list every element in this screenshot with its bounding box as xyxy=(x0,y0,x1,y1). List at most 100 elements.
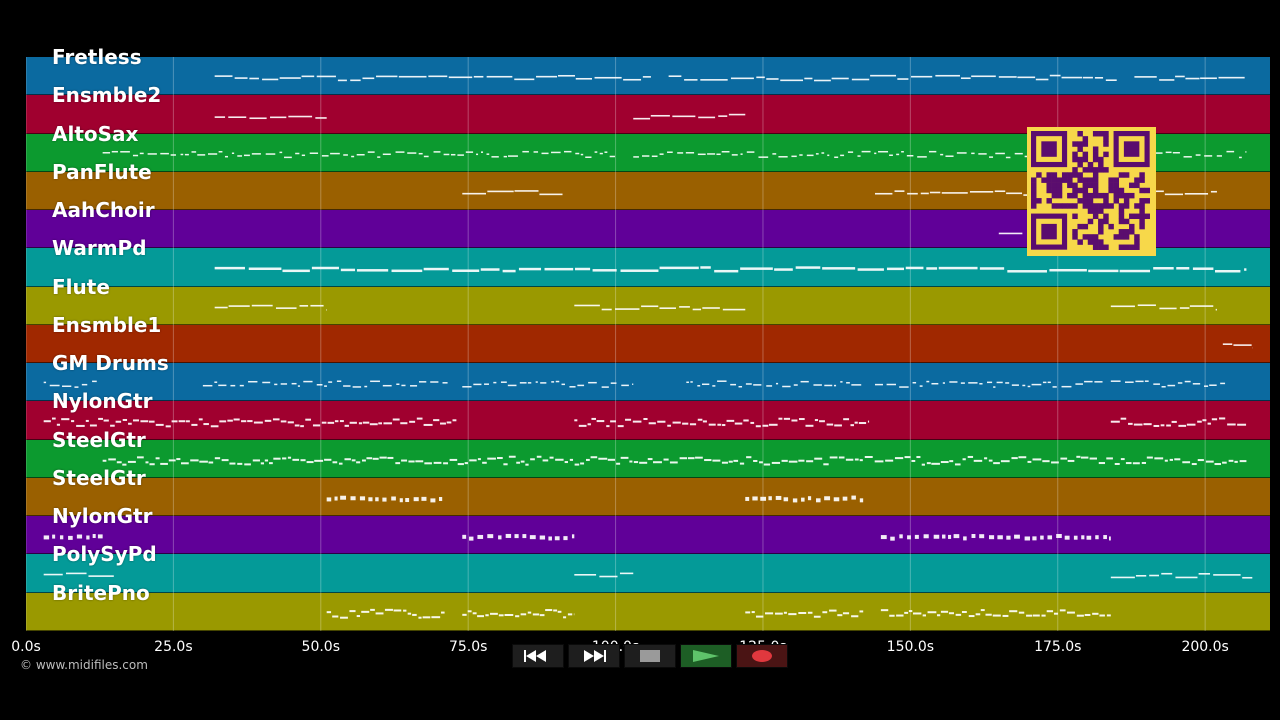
note-mark xyxy=(324,458,332,461)
note-mark xyxy=(433,151,441,153)
note-mark xyxy=(343,385,351,387)
note-mark xyxy=(793,384,798,386)
fast-forward-button[interactable] xyxy=(568,644,620,668)
note-mark xyxy=(791,419,798,422)
note-mark xyxy=(539,193,563,196)
note-mark xyxy=(361,610,370,613)
note-mark xyxy=(1124,381,1134,383)
note-mark xyxy=(305,418,311,421)
note-mark xyxy=(1042,381,1047,384)
note-mark xyxy=(477,615,484,618)
note-mark xyxy=(799,154,803,156)
note-mark xyxy=(1216,155,1222,157)
play-button[interactable] xyxy=(680,644,732,668)
note-mark xyxy=(1189,305,1214,307)
note-mark xyxy=(988,459,993,462)
track-lane[interactable] xyxy=(26,363,1270,402)
note-mark xyxy=(413,497,419,502)
note-mark xyxy=(476,153,479,156)
note-mark xyxy=(502,269,516,273)
note-mark xyxy=(1082,76,1093,79)
note-mark xyxy=(448,76,473,79)
note-mark xyxy=(180,153,184,156)
note-mark xyxy=(377,156,381,158)
note-mark xyxy=(601,308,612,311)
note-mark xyxy=(822,611,828,614)
note-mark xyxy=(620,269,659,272)
note-mark xyxy=(801,497,805,502)
note-mark xyxy=(942,534,946,539)
note-mark xyxy=(700,266,711,269)
note-mark xyxy=(861,150,871,153)
track-lane[interactable] xyxy=(26,401,1270,440)
note-mark xyxy=(149,463,155,466)
note-mark xyxy=(452,419,457,422)
note-mark xyxy=(1006,535,1011,540)
note-mark xyxy=(829,456,838,459)
note-mark xyxy=(525,463,529,466)
note-mark xyxy=(894,190,905,192)
note-mark xyxy=(485,614,489,617)
rewind-button[interactable] xyxy=(512,644,564,668)
note-mark xyxy=(692,308,702,311)
note-mark xyxy=(993,462,1000,465)
note-mark xyxy=(629,460,633,463)
note-mark xyxy=(993,386,996,388)
note-mark xyxy=(410,385,418,387)
note-mark xyxy=(1106,457,1113,460)
note-mark xyxy=(599,152,603,155)
note-mark xyxy=(730,77,754,80)
note-mark xyxy=(834,424,842,427)
note-mark xyxy=(782,385,791,388)
note-mark xyxy=(368,497,373,502)
note-mark xyxy=(574,573,597,576)
track-lane[interactable] xyxy=(26,592,1270,631)
track-lane[interactable] xyxy=(26,477,1270,517)
note-mark xyxy=(778,156,788,158)
note-mark xyxy=(778,417,783,420)
note-mark xyxy=(1205,460,1214,463)
track-name-label: PolySyPd xyxy=(52,542,157,567)
note-mark xyxy=(687,457,695,460)
note-mark xyxy=(1119,269,1151,273)
note-mark xyxy=(282,457,287,460)
note-mark xyxy=(1006,192,1023,195)
note-mark xyxy=(979,267,1005,270)
note-mark xyxy=(508,455,516,458)
note-mark xyxy=(814,79,831,82)
note-mark xyxy=(49,384,60,387)
stop-button[interactable] xyxy=(624,644,676,668)
note-mark xyxy=(580,153,584,156)
note-mark xyxy=(423,155,429,158)
note-mark xyxy=(740,267,773,270)
note-mark xyxy=(899,386,909,388)
note-mark xyxy=(1052,386,1057,388)
note-mark xyxy=(574,304,600,307)
note-mark xyxy=(1234,460,1238,463)
note-mark xyxy=(1049,74,1061,77)
note-mark xyxy=(122,463,127,466)
track-lane[interactable] xyxy=(26,554,1270,593)
note-mark xyxy=(807,496,812,501)
note-mark xyxy=(230,384,236,387)
note-mark xyxy=(191,151,197,153)
note-mark xyxy=(443,462,449,465)
record-button[interactable] xyxy=(736,644,788,668)
note-mark xyxy=(352,386,362,388)
note-mark xyxy=(935,74,960,77)
note-mark xyxy=(89,424,97,427)
note-mark xyxy=(1179,307,1190,309)
note-mark xyxy=(214,266,245,270)
track-name-label: Fretless xyxy=(52,45,142,69)
note-mark xyxy=(503,463,508,466)
transport-controls xyxy=(512,644,788,668)
note-mark xyxy=(409,420,416,423)
note-mark xyxy=(969,191,994,193)
track-lane[interactable] xyxy=(26,516,1270,555)
note-mark xyxy=(490,612,498,615)
note-mark xyxy=(542,459,549,462)
note-mark xyxy=(443,153,450,156)
note-mark xyxy=(418,152,423,155)
note-mark xyxy=(564,461,568,464)
track-lane[interactable] xyxy=(26,324,1270,364)
